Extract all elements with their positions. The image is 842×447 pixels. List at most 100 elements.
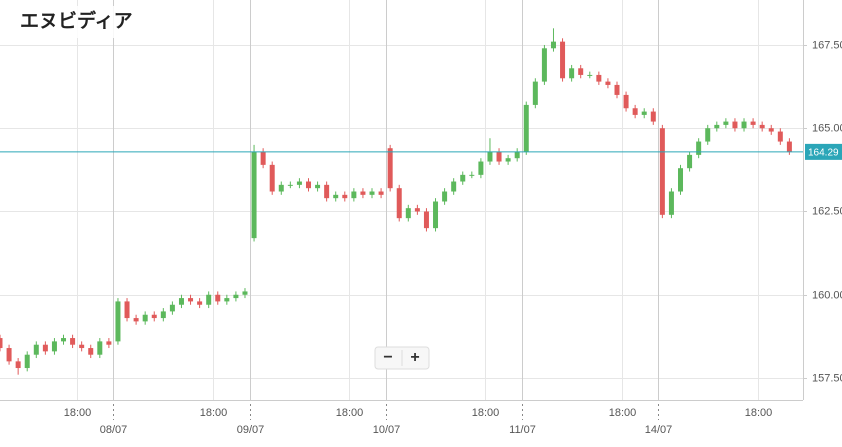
candle-body	[560, 41, 566, 79]
candle-body	[460, 174, 466, 182]
candle-body	[641, 111, 647, 115]
candle-body	[777, 131, 783, 142]
candle-body	[732, 121, 738, 129]
zoom-in[interactable]: +	[410, 349, 419, 366]
zoom-controls: − +	[374, 346, 430, 370]
candle-body	[260, 151, 266, 165]
candle-body	[33, 344, 39, 355]
x-tick-label: 18:00	[64, 407, 92, 419]
candle-body	[287, 184, 293, 186]
y-tick-label: 167.50	[812, 39, 842, 51]
candle-body	[169, 304, 175, 312]
candle-body	[42, 344, 48, 352]
candle-body	[442, 191, 448, 202]
date-tick-label: 11/07	[509, 424, 536, 436]
candle-body	[396, 188, 402, 219]
x-tick-label: 18:00	[472, 407, 500, 419]
candle-body	[768, 128, 774, 132]
candle-body	[305, 181, 311, 189]
candle-body	[79, 344, 85, 349]
candle-body	[369, 191, 375, 195]
candle-body	[505, 158, 511, 162]
candle-body	[433, 201, 439, 229]
candle-body	[269, 164, 275, 192]
candle-body	[188, 298, 194, 302]
candle-body	[578, 68, 584, 75]
candle-body	[786, 141, 792, 152]
y-tick-label: 165.00	[812, 122, 842, 134]
candle-body	[696, 141, 702, 155]
candle-body	[451, 181, 457, 192]
x-tick-label: 18:00	[745, 407, 773, 419]
candle-body	[469, 174, 475, 176]
candle-body	[523, 104, 529, 152]
x-tick-label: 18:00	[609, 407, 637, 419]
candle-body	[678, 168, 684, 192]
candle-body	[487, 151, 493, 162]
candle-body	[88, 348, 94, 355]
candle-body	[668, 191, 674, 215]
candle-body	[478, 161, 484, 175]
candle-body	[15, 361, 21, 369]
candle-body	[333, 194, 339, 199]
date-tick-label: 10/07	[373, 424, 401, 436]
candle-body	[623, 94, 629, 109]
candle-body	[714, 124, 720, 129]
candle-body	[541, 48, 547, 82]
candle-body	[215, 294, 221, 302]
candle-body	[324, 184, 330, 199]
plot	[0, 28, 803, 375]
last-price-label: 164.29	[808, 148, 839, 159]
candle-body	[124, 301, 130, 319]
candle-body	[650, 111, 656, 122]
date-tick-label: 08/07	[100, 424, 128, 436]
candle-body	[6, 348, 12, 362]
candle-body	[51, 341, 57, 352]
candle-body	[115, 301, 121, 342]
axes: 157.50 160.00 162.50 165.00 167.50 18:00 18:00…	[0, 0, 842, 436]
candle-body	[569, 68, 575, 79]
candle-body	[496, 151, 502, 162]
candle-body	[687, 154, 693, 169]
candle-body	[224, 298, 230, 302]
grid	[0, 0, 803, 400]
candle-body	[70, 338, 76, 345]
candle-body	[206, 294, 212, 305]
candle-body	[705, 128, 711, 142]
x-tick-label: 18:00	[336, 407, 364, 419]
candle-body	[24, 354, 30, 369]
candle-body	[351, 191, 357, 199]
candle-body	[178, 298, 184, 305]
zoom-out[interactable]: −	[383, 349, 392, 366]
candle-body	[278, 184, 284, 192]
candle-body	[387, 148, 393, 189]
candle-body	[659, 128, 665, 215]
candle-body	[151, 314, 157, 319]
title-bg	[10, 6, 150, 38]
candle-body	[414, 208, 420, 212]
candle-body	[97, 341, 103, 355]
candle-body	[587, 74, 593, 76]
candle-body	[106, 341, 112, 345]
candle-body	[61, 338, 67, 342]
last-price-badge	[805, 143, 842, 160]
candle-body	[632, 108, 638, 115]
candle-body	[532, 81, 538, 105]
candle-body	[596, 74, 602, 82]
candle-body	[759, 124, 765, 129]
candle-body	[160, 311, 166, 319]
candle-body	[550, 41, 556, 49]
y-tick-label: 162.50	[812, 205, 842, 217]
y-tick-label: 160.00	[812, 289, 842, 301]
candle-body	[741, 121, 747, 129]
candle-body	[133, 318, 139, 322]
candle-body	[360, 191, 366, 195]
candle-body	[315, 184, 321, 189]
candle-body	[378, 191, 384, 195]
candle-body	[197, 301, 203, 305]
date-tick-label: 09/07	[237, 424, 265, 436]
candle-body	[296, 181, 302, 185]
candle-body	[405, 208, 411, 219]
candle-body	[233, 294, 239, 299]
